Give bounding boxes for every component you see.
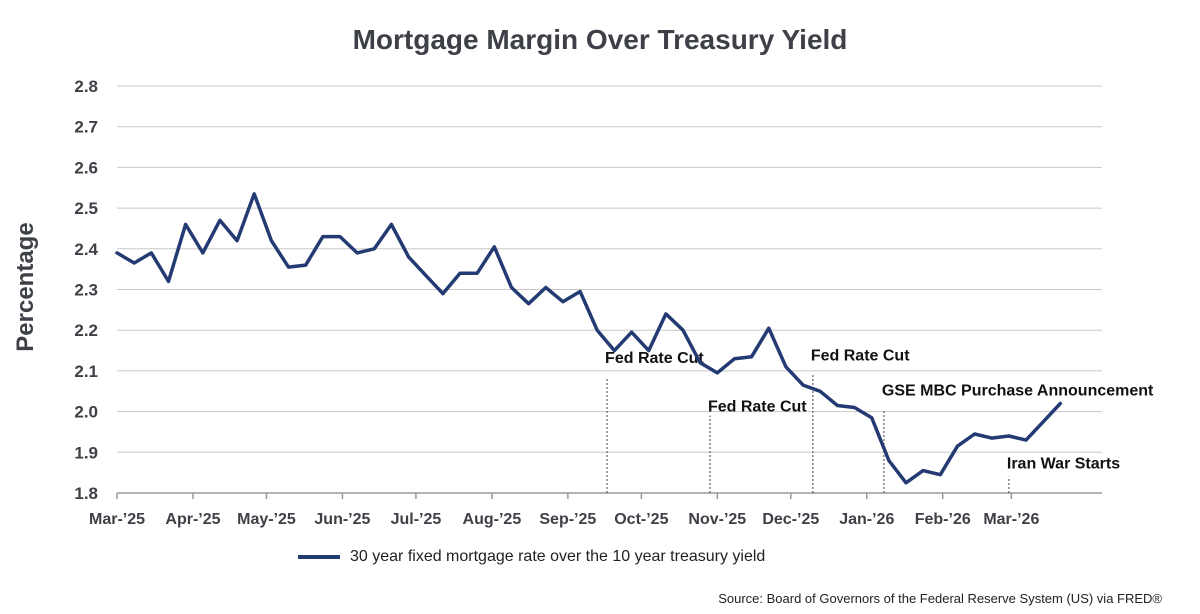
- y-tick-label: 2.6: [74, 158, 98, 177]
- x-tick-label: Oct-’25: [614, 511, 668, 528]
- x-tick-label: May-’25: [237, 511, 296, 528]
- y-tick-label: 2.3: [74, 281, 98, 300]
- axis-layer: 1.8 1.9 2.0 2.1 2.2 2.3 2.4 2.5 2.6 2.7 2.8 Mar-’25…: [74, 77, 1102, 528]
- grid-layer: [117, 85, 1102, 494]
- y-tick-label: 2.8: [74, 77, 98, 96]
- legend: 30 year fixed mortgage rate over the 10 …: [298, 548, 765, 566]
- y-tick-label: 2.4: [74, 240, 98, 259]
- y-tick-label: 2.7: [74, 118, 98, 137]
- legend-label: 30 year fixed mortgage rate over the 10 …: [350, 548, 766, 565]
- x-tick-label: Mar-’25: [89, 511, 145, 528]
- chart-title: Mortgage Margin Over Treasury Yield: [352, 24, 848, 55]
- source-note: Source: Board of Governors of the Federa…: [718, 591, 1162, 606]
- x-tick-label: Jun-’25: [314, 511, 370, 528]
- y-tick-label: 2.1: [74, 362, 98, 381]
- x-tick-label: Dec-’25: [762, 511, 819, 528]
- x-tick-label: Sep-’25: [539, 511, 596, 528]
- y-tick-label: 1.8: [74, 484, 98, 503]
- series-line: [115, 192, 1063, 485]
- legend-swatch: [298, 555, 340, 559]
- x-tick-label: Feb-’26: [915, 511, 971, 528]
- y-tick-label: 1.9: [74, 443, 98, 462]
- annotation-label: Fed Rate Cut: [605, 350, 704, 367]
- x-tick-label: Jan-’26: [839, 511, 894, 528]
- series-layer: [115, 192, 1063, 485]
- y-tick-label: 2.2: [74, 321, 98, 340]
- annotation-label: Fed Rate Cut: [811, 348, 910, 365]
- x-tick-label: Jul-’25: [391, 511, 442, 528]
- x-tick-label: Mar-’26: [983, 511, 1039, 528]
- x-tick-label: Nov-’25: [688, 511, 746, 528]
- y-tick-label: 2.0: [74, 403, 98, 422]
- annotation-label: Iran War Starts: [1007, 456, 1120, 473]
- y-tick-label: 2.5: [74, 199, 98, 218]
- annotation-label: GSE MBC Purchase Announcement: [882, 382, 1154, 399]
- x-tick-label: Apr-’25: [165, 511, 220, 528]
- annotation-label: Fed Rate Cut: [708, 399, 807, 416]
- annotation-layer: Fed Rate Cut Fed Rate Cut Fed Rate Cut GSE …: [605, 348, 1154, 493]
- x-tick-label: Aug-’25: [463, 511, 522, 528]
